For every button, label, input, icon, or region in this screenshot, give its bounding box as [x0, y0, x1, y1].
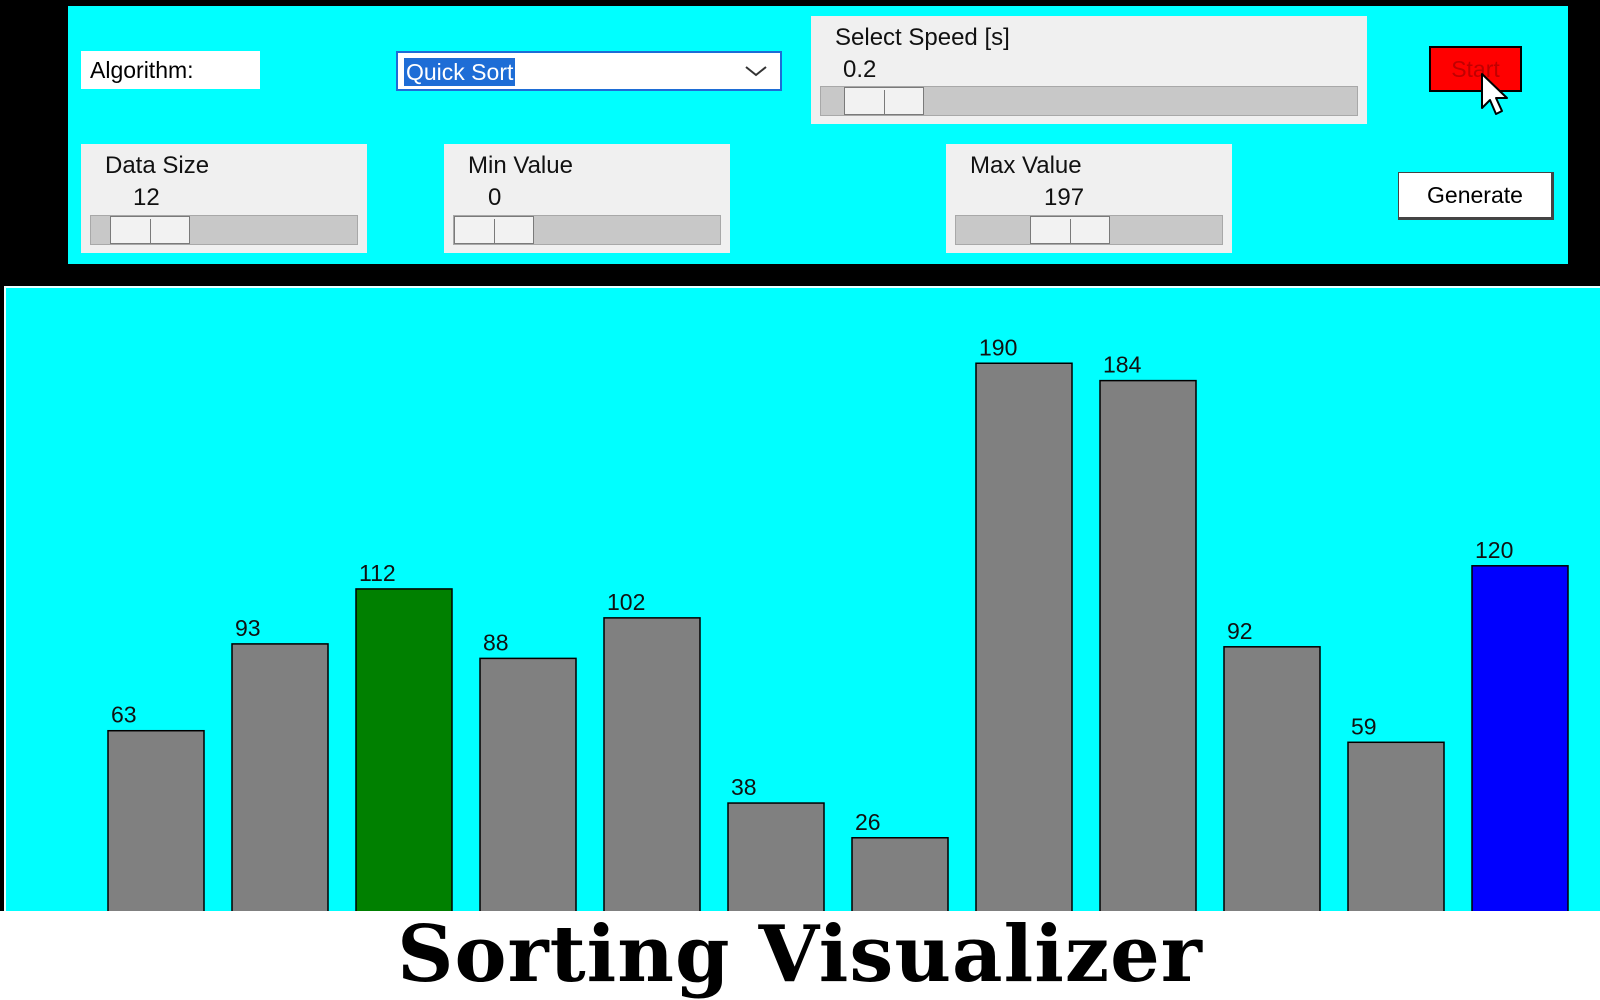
title-banner: Sorting Visualizer [0, 911, 1600, 1000]
min-value-slider-handle[interactable] [454, 216, 534, 244]
data-size-scale-title: Data Size [105, 152, 210, 179]
bar-label-3: 112 [359, 560, 396, 586]
bar-8 [975, 362, 1073, 911]
bar-1 [107, 729, 205, 911]
max-value-scale-value: 197 [1044, 184, 1085, 211]
bar-9 [1099, 379, 1197, 911]
algorithm-selected-value: Quick Sort [404, 58, 516, 86]
bar-label-5: 102 [607, 589, 645, 615]
bar-label-2: 93 [235, 615, 261, 641]
bar-label-8: 190 [979, 334, 1017, 360]
bar-label-7: 26 [855, 809, 881, 835]
data-size-scale-value: 12 [133, 184, 160, 211]
bar-2 [231, 643, 329, 911]
algorithm-label: Algorithm: [81, 51, 260, 89]
bar-3 [355, 588, 453, 911]
bar-label-1: 63 [111, 702, 137, 728]
bar-11 [1347, 741, 1445, 911]
bar-label-11: 59 [1351, 713, 1377, 739]
bar-label-4: 88 [483, 629, 509, 655]
bar-12 [1471, 565, 1569, 911]
algorithm-combobox[interactable]: Quick Sort [396, 51, 782, 91]
bar-chart-area: 63 93 112 88 102 38 26 190 184 92 59 120 [4, 286, 1600, 911]
speed-scale-title: Select Speed [s] [835, 24, 1010, 51]
bar-label-9: 184 [1103, 352, 1142, 378]
max-value-slider-track[interactable] [955, 215, 1223, 245]
data-size-scale: Data Size 12 [81, 144, 367, 253]
chevron-down-icon[interactable] [744, 64, 768, 78]
bar-6 [727, 802, 825, 911]
speed-scale-value: 0.2 [843, 56, 877, 83]
max-value-scale-title: Max Value [970, 152, 1082, 179]
start-button[interactable]: Start [1429, 46, 1522, 92]
min-value-scale-value: 0 [488, 184, 502, 211]
bar-10 [1223, 646, 1321, 911]
app-title: Sorting Visualizer [397, 909, 1203, 1000]
mouse-cursor-icon [1481, 73, 1508, 115]
speed-scale: Select Speed [s] 0.2 [811, 16, 1367, 124]
data-size-slider-handle[interactable] [109, 216, 190, 244]
max-value-scale: Max Value 197 [946, 144, 1232, 253]
control-panel: Algorithm: Quick Sort Select Speed [s] 0… [68, 6, 1568, 264]
min-value-slider-track[interactable] [453, 215, 721, 245]
bar-4 [479, 657, 577, 911]
generate-button[interactable]: Generate [1398, 172, 1554, 220]
bar-chart: 63 93 112 88 102 38 26 190 184 92 59 120 [107, 334, 1569, 911]
data-size-slider-track[interactable] [90, 215, 358, 245]
speed-slider-handle[interactable] [843, 87, 924, 115]
min-value-scale-title: Min Value [468, 152, 573, 179]
bar-7 [851, 837, 949, 911]
max-value-slider-handle[interactable] [1030, 216, 1111, 244]
speed-slider-track[interactable] [820, 86, 1358, 116]
bar-label-10: 92 [1227, 618, 1253, 644]
min-value-scale: Min Value 0 [444, 144, 730, 253]
bar-label-6: 38 [731, 774, 757, 800]
bar-5 [603, 617, 701, 911]
bar-label-12: 120 [1475, 537, 1513, 563]
